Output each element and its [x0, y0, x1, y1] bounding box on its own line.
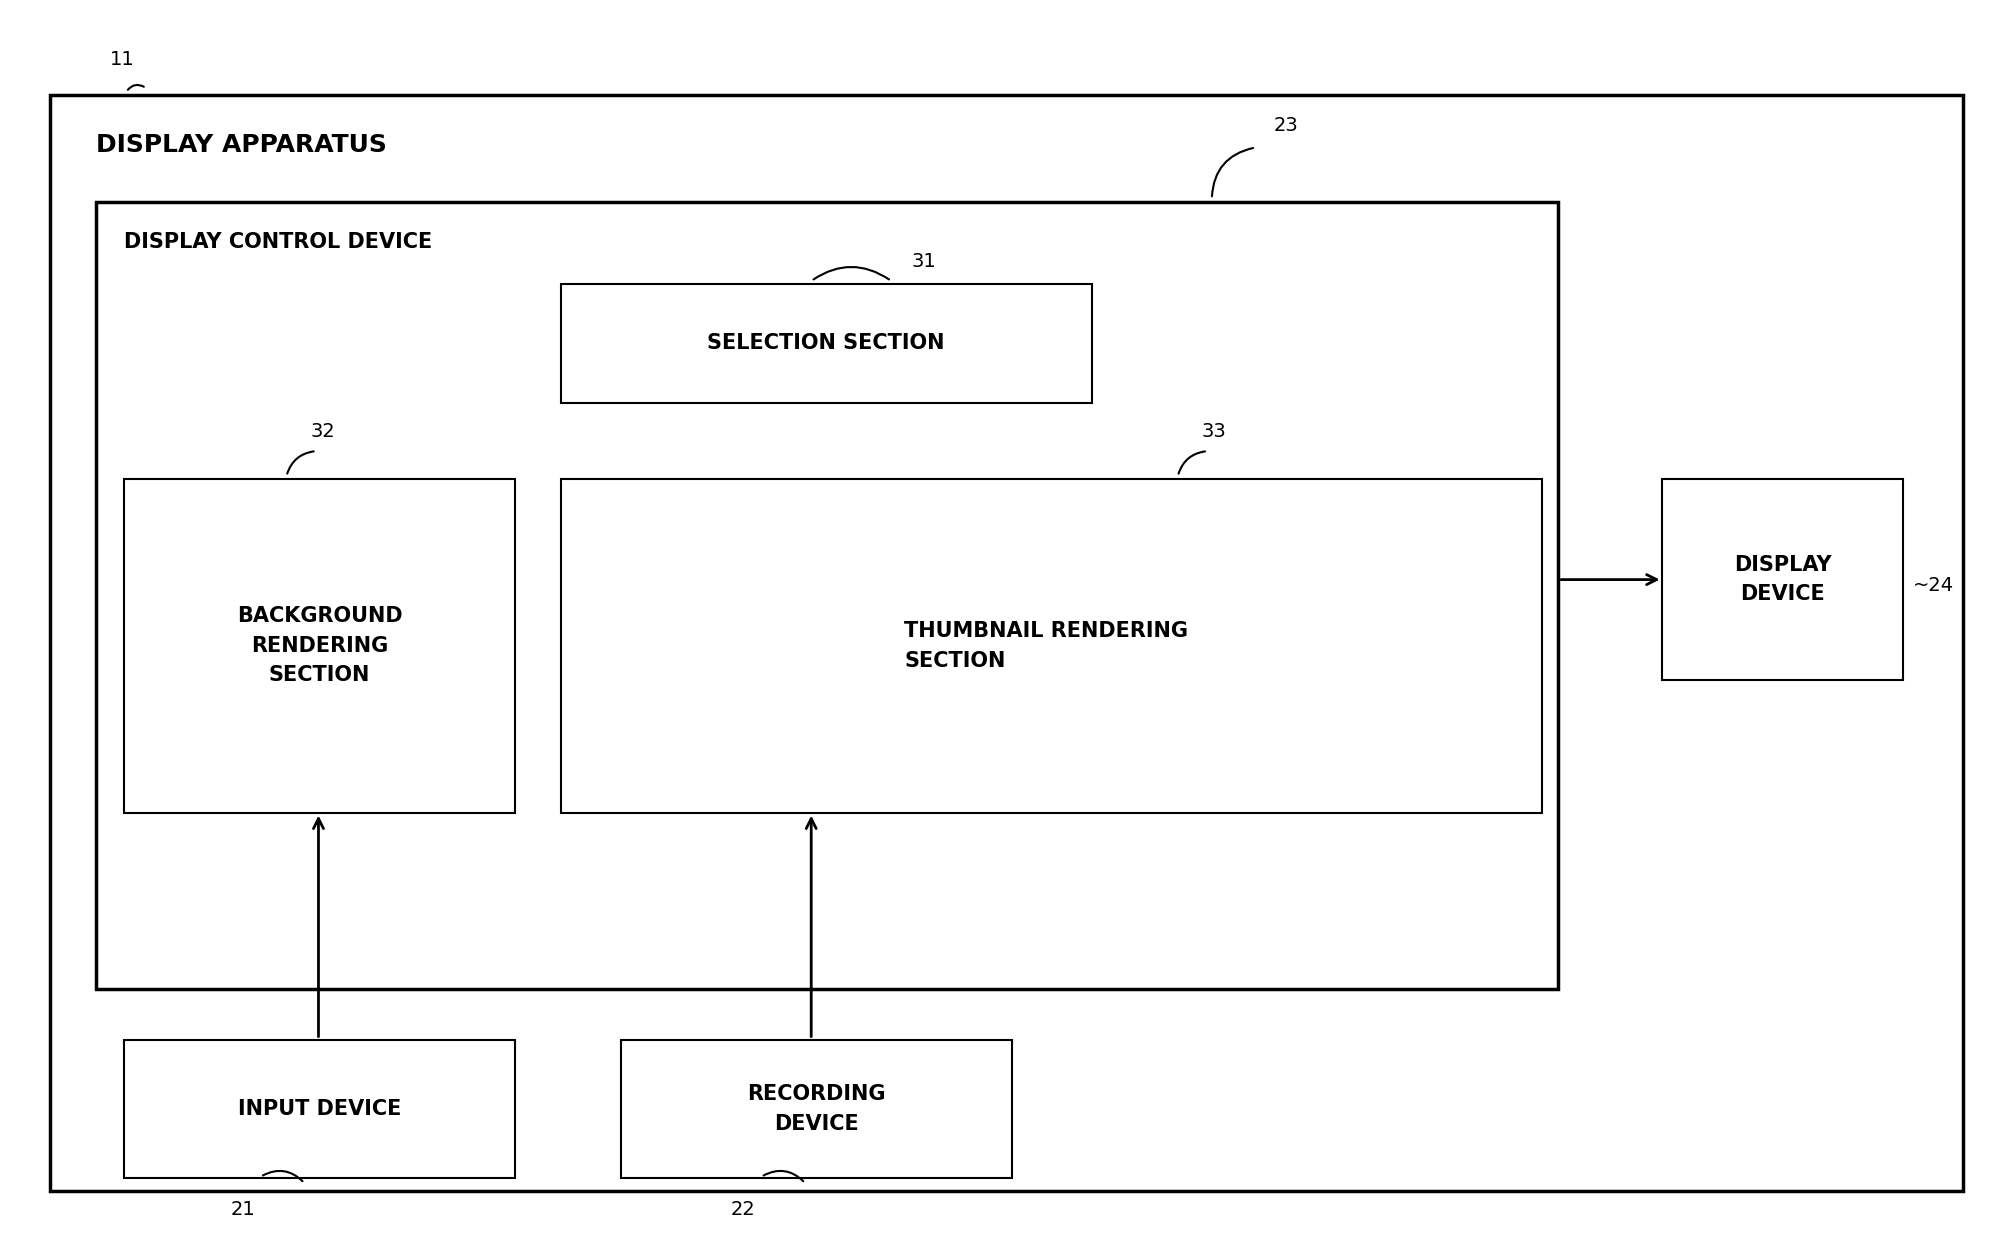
Text: 11: 11: [110, 50, 134, 69]
Text: DISPLAY
DEVICE: DISPLAY DEVICE: [1735, 554, 1831, 605]
Text: DISPLAY APPARATUS: DISPLAY APPARATUS: [96, 134, 387, 158]
Text: 22: 22: [731, 1200, 755, 1218]
Text: RECORDING
DEVICE: RECORDING DEVICE: [747, 1084, 885, 1134]
Text: INPUT DEVICE: INPUT DEVICE: [238, 1099, 401, 1119]
Bar: [124, 479, 515, 813]
Bar: [1662, 479, 1903, 680]
Text: 21: 21: [230, 1200, 254, 1218]
Text: 32: 32: [310, 422, 335, 441]
Bar: [621, 1040, 1012, 1178]
Text: 31: 31: [911, 252, 935, 271]
Text: DISPLAY CONTROL DEVICE: DISPLAY CONTROL DEVICE: [124, 232, 433, 252]
Text: BACKGROUND
RENDERING
SECTION: BACKGROUND RENDERING SECTION: [236, 606, 403, 685]
Text: SELECTION SECTION: SELECTION SECTION: [707, 334, 945, 353]
Bar: [561, 284, 1092, 403]
Bar: [561, 479, 1542, 813]
Text: 33: 33: [1202, 422, 1226, 441]
Text: THUMBNAIL RENDERING
SECTION: THUMBNAIL RENDERING SECTION: [905, 621, 1188, 670]
Bar: [96, 202, 1558, 989]
Bar: [124, 1040, 515, 1178]
Text: ~24: ~24: [1913, 576, 1955, 596]
Bar: [50, 94, 1963, 1191]
Text: 23: 23: [1274, 116, 1298, 135]
